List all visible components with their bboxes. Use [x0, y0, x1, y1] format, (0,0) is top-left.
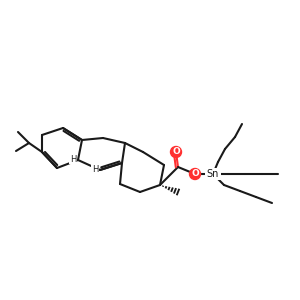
Text: Sn: Sn — [207, 169, 219, 179]
Circle shape — [190, 169, 200, 179]
Text: O: O — [172, 148, 180, 157]
Circle shape — [170, 146, 182, 158]
Text: O: O — [191, 169, 199, 178]
Text: H: H — [70, 154, 76, 164]
Text: H: H — [92, 164, 98, 173]
